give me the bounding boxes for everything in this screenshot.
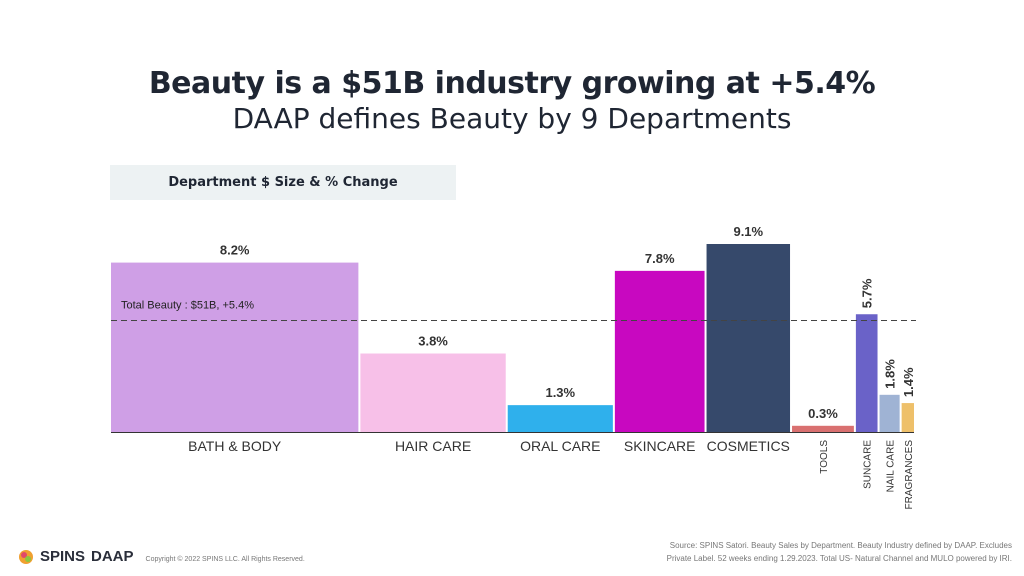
x-tick-label: BATH & BODY [188, 438, 282, 454]
data-label: 0.3% [808, 406, 838, 421]
bar-tools [792, 425, 854, 432]
data-label: 1.4% [901, 367, 916, 397]
bar-cosmetics [706, 244, 791, 432]
daap-brand: DAAP [91, 548, 134, 565]
data-label: 8.2% [220, 243, 250, 258]
x-tick-label: ORAL CARE [520, 438, 600, 454]
copyright: Copyright © 2022 SPINS LLC. All Rights R… [145, 556, 305, 563]
data-label: 1.8% [883, 359, 898, 389]
source-note: Source: SPINS Satori. Beauty Sales by De… [667, 539, 1012, 565]
spins-logo-icon [19, 549, 33, 564]
spins-brand: SPINS [40, 548, 86, 565]
data-label: 7.8% [645, 251, 675, 266]
x-tick-label: NAIL CARE [886, 440, 897, 493]
source-line-1: Source: SPINS Satori. Beauty Sales by De… [669, 541, 1012, 550]
reference-line-label: Total Beauty : $51B, +5.4% [121, 299, 254, 311]
page-subtitle: DAAP defines Beauty by 9 Departments [232, 102, 792, 135]
data-label: 5.7% [860, 278, 875, 308]
data-label: 9.1% [733, 224, 763, 239]
bar-suncare [855, 314, 878, 432]
bar-oral-care [507, 405, 613, 432]
x-tick-label: SKINCARE [624, 438, 696, 454]
x-tick-label: FRAGRANCES [904, 440, 915, 510]
logo: SPINS DAAP Copyright © 2022 SPINS LLC. A… [18, 548, 305, 565]
bar-hair-care [360, 353, 506, 432]
chart-title: Department $ Size & % Change [110, 165, 456, 200]
x-tick-label: TOOLS [819, 440, 830, 474]
bar-bath-body [111, 262, 359, 432]
data-label: 1.3% [545, 385, 575, 400]
bar-fragrances [901, 403, 914, 432]
source-line-2: Private Label. 52 weeks ending 1.29.2023… [666, 554, 1012, 563]
x-tick-label: COSMETICS [707, 438, 790, 454]
x-tick-label: HAIR CARE [395, 438, 471, 454]
page-title: Beauty is a $51B industry growing at +5.… [148, 66, 876, 101]
bar-skincare [614, 270, 705, 432]
x-tick-label: SUNCARE [863, 440, 874, 489]
data-label: 3.8% [418, 333, 448, 348]
bar-nail-care [879, 394, 900, 432]
